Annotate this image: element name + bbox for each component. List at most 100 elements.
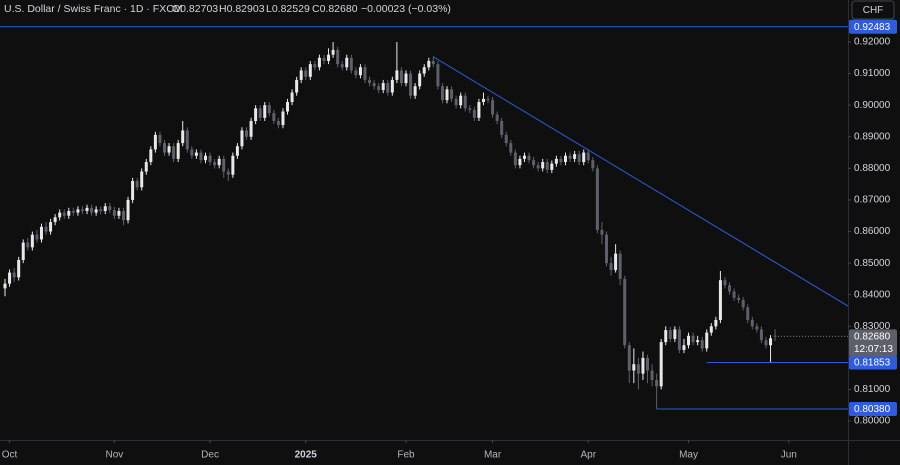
legend-close: C0.82680 — [312, 3, 358, 15]
y-tick-label: 0.84000 — [854, 289, 891, 300]
candle-body — [577, 154, 581, 163]
candle-body — [495, 114, 499, 121]
candle-body — [687, 335, 691, 346]
currency-box[interactable] — [851, 0, 895, 20]
candle-body — [44, 226, 48, 232]
candle-body — [559, 158, 563, 163]
candle-body — [650, 370, 654, 380]
y-tick-label: 0.92000 — [854, 37, 891, 48]
candle-body — [71, 210, 75, 213]
candle-body — [85, 207, 89, 211]
candle-body — [627, 345, 631, 371]
candle-body — [755, 326, 759, 330]
legend-open: O0.82703 — [172, 3, 218, 15]
candle-body — [673, 329, 677, 339]
candle-body — [204, 155, 208, 161]
candle-body — [700, 340, 704, 349]
candle-body — [345, 57, 349, 68]
candle-body — [709, 326, 713, 333]
candle-body — [149, 149, 153, 163]
candle-body — [582, 152, 586, 163]
candle-body — [618, 253, 622, 279]
candle-body — [126, 199, 130, 221]
candle-body — [737, 297, 741, 301]
candle-body — [600, 229, 604, 235]
candle-body — [632, 364, 636, 371]
candle-body — [431, 60, 435, 65]
candle-body — [336, 49, 340, 65]
candle-body — [513, 152, 517, 166]
candle-body — [636, 364, 640, 374]
countdown: 12:07:13 — [854, 344, 893, 355]
candle-body — [468, 108, 472, 110]
candle-body — [691, 335, 695, 343]
candle-body — [39, 226, 43, 240]
x-tick-label: 2025 — [295, 450, 318, 461]
candle-body — [545, 162, 549, 170]
candle-body — [272, 113, 276, 121]
candle-body — [399, 70, 403, 84]
candle-body — [222, 158, 226, 172]
candle-body — [705, 332, 709, 349]
candle-body — [140, 171, 144, 188]
candle-body — [591, 160, 595, 169]
candle-body — [358, 67, 362, 76]
candle-body — [668, 330, 672, 339]
symbol-title: U.S. Dollar / Swiss Franc · 1D · FXCM — [4, 3, 183, 15]
last-price-box — [849, 329, 897, 357]
candle-body — [235, 146, 239, 156]
candle-body — [450, 89, 454, 99]
candle-body — [331, 49, 335, 55]
price-tag-label: 0.81853 — [854, 358, 891, 369]
candle-body — [162, 143, 166, 153]
candle-body — [459, 95, 463, 106]
candle-body — [563, 155, 567, 163]
candle-body — [103, 206, 107, 211]
candle-body — [121, 210, 125, 221]
candle-body — [290, 92, 294, 103]
x-tick-label: Nov — [105, 450, 123, 461]
candle-body — [664, 330, 668, 343]
candle-body — [386, 83, 390, 93]
candle-body — [682, 345, 686, 350]
candle-body — [500, 120, 504, 135]
candle-body — [723, 280, 727, 286]
candle-body — [181, 130, 185, 144]
y-tick-label: 0.89000 — [854, 131, 891, 142]
y-tick-label: 0.83000 — [854, 321, 891, 332]
candle-body — [354, 70, 358, 76]
price-tag — [849, 19, 897, 34]
candle-body — [554, 158, 558, 164]
candle-body — [677, 329, 681, 350]
candle-body — [463, 95, 467, 109]
candle-body — [8, 272, 12, 284]
candle-body — [49, 222, 53, 232]
y-tick-label: 0.91000 — [854, 68, 891, 79]
candle-body — [454, 98, 458, 106]
candle-body — [267, 105, 271, 114]
candle-body — [481, 98, 485, 103]
candle-body — [208, 155, 212, 163]
candle-body — [317, 57, 321, 68]
candle-body — [263, 105, 267, 118]
candle-body — [131, 180, 135, 200]
candle-body — [655, 379, 659, 387]
candle-body — [258, 108, 262, 118]
candle-body — [167, 146, 171, 153]
candle-body — [595, 168, 599, 230]
y-tick-label: 0.86000 — [854, 226, 891, 237]
candle-body — [176, 143, 180, 159]
candle-body — [659, 342, 663, 387]
candle-body — [245, 130, 249, 137]
candle-body — [94, 209, 98, 213]
currency[interactable]: CHF — [863, 5, 884, 16]
candle-body — [194, 152, 198, 156]
candle-body — [26, 242, 30, 248]
candle-body — [76, 209, 80, 213]
candle-body — [541, 162, 545, 169]
candle-body — [322, 57, 326, 61]
candle-body — [741, 300, 745, 308]
x-tick-label: May — [679, 450, 698, 461]
candle-body — [313, 64, 317, 68]
